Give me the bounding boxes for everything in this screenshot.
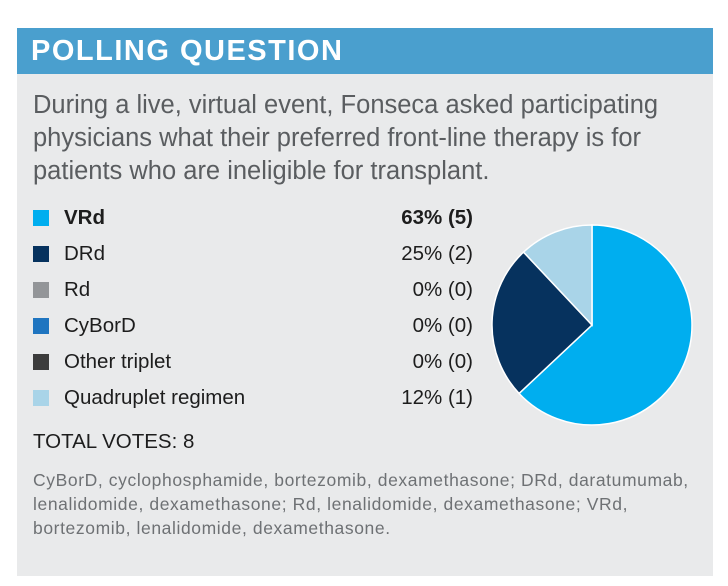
legend-item: DRd 25% (2) xyxy=(33,240,473,268)
legend-swatch xyxy=(33,318,49,334)
legend-item: Quadruplet regimen 12% (1) xyxy=(33,384,473,412)
legend-label: Other triplet xyxy=(64,350,172,373)
legend-item: CyBorD 0% (0) xyxy=(33,312,473,340)
legend-swatch xyxy=(33,210,49,226)
legend-value: 0% (0) xyxy=(412,314,473,337)
pie-slice-quadruplet-regimen xyxy=(522,224,593,327)
polling-panel: POLLING QUESTION During a live, virtual … xyxy=(17,28,713,576)
legend-value: 12% (1) xyxy=(401,386,473,409)
legend-item: Other triplet 0% (0) xyxy=(33,348,473,376)
legend-value: 63% (5) xyxy=(401,206,473,229)
legend-value: 0% (0) xyxy=(412,278,473,301)
legend-label: CyBorD xyxy=(64,314,136,337)
pie-chart xyxy=(491,224,693,426)
pie-slice-drd xyxy=(491,251,594,395)
legend-swatch xyxy=(33,282,49,298)
legend-swatch xyxy=(33,390,49,406)
legend-item: VRd 63% (5) xyxy=(33,204,473,232)
legend-swatch xyxy=(33,246,49,262)
poll-question: During a live, virtual event, Fonseca as… xyxy=(33,91,659,185)
legend-label: VRd xyxy=(64,206,105,229)
legend-value: 0% (0) xyxy=(412,350,473,373)
total-votes: TOTAL VOTES: 8 xyxy=(33,430,195,453)
legend-value: 25% (2) xyxy=(401,242,473,265)
legend-swatch xyxy=(33,354,49,370)
panel-header: POLLING QUESTION xyxy=(17,28,713,74)
legend-label: DRd xyxy=(64,242,106,265)
legend-label: Rd xyxy=(64,278,91,301)
legend-label: Quadruplet regimen xyxy=(64,386,246,409)
legend-item: Rd 0% (0) xyxy=(33,276,473,304)
panel-title: POLLING QUESTION xyxy=(31,35,344,67)
pie-slice-vrd xyxy=(518,224,693,426)
abbreviations-footnote: CyBorD, cyclophosphamide, bortezomib, de… xyxy=(33,470,689,538)
